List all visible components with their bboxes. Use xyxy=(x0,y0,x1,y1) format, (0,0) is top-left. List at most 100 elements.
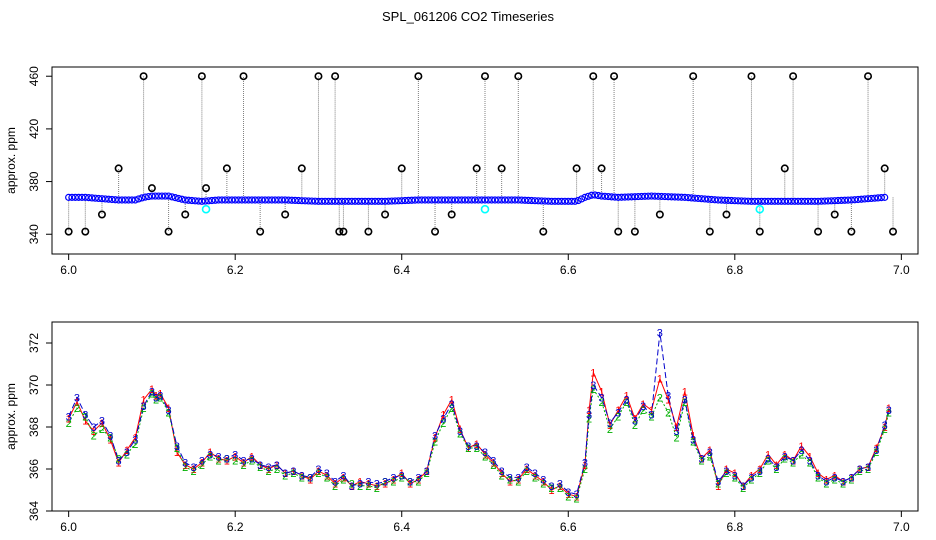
baseline-point xyxy=(847,196,855,204)
series-point-label: 2 xyxy=(782,454,788,466)
series-point-label: 3 xyxy=(582,458,588,470)
series-point-label: 1 xyxy=(124,445,130,457)
baseline-point xyxy=(241,196,249,204)
baseline-point xyxy=(75,193,83,201)
baseline-point xyxy=(841,196,849,204)
series-point-label: 3 xyxy=(715,477,721,489)
outlier-point xyxy=(480,72,489,81)
baseline-point xyxy=(541,197,549,205)
baseline-point xyxy=(65,193,73,201)
baseline-point xyxy=(281,196,289,204)
baseline-point xyxy=(567,197,576,205)
outlier-point xyxy=(847,227,856,236)
baseline-point xyxy=(671,193,679,201)
series-point-label: 3 xyxy=(91,422,97,434)
baseline-point xyxy=(418,196,426,204)
series-point-label: 3 xyxy=(382,477,388,489)
outlier-point xyxy=(722,210,731,219)
baseline-point xyxy=(394,197,402,205)
baseline-point xyxy=(78,193,86,201)
series-point-label: 2 xyxy=(340,475,346,487)
series-point-label: 3 xyxy=(249,454,255,466)
baseline-point xyxy=(421,196,429,204)
baseline-point xyxy=(797,197,806,205)
x-tick-label: 6.6 xyxy=(560,263,577,277)
baseline-point xyxy=(614,193,622,201)
outlier-point xyxy=(539,227,548,236)
baseline-point xyxy=(674,193,682,201)
series-point-label: 1 xyxy=(390,475,396,487)
series-point-label: 1 xyxy=(857,464,863,476)
outlier-point xyxy=(780,164,789,173)
baseline-point xyxy=(314,197,323,205)
series-point-label: 2 xyxy=(332,481,338,493)
series-point-label: 2 xyxy=(382,477,388,489)
series-point-label: 3 xyxy=(199,456,205,468)
series-point-label: 2 xyxy=(457,428,463,440)
baseline-point xyxy=(468,196,476,204)
series-point-label: 2 xyxy=(349,479,355,491)
baseline-point xyxy=(661,192,669,201)
baseline-point xyxy=(528,196,536,205)
baseline-point xyxy=(144,192,153,201)
baseline-point xyxy=(348,197,356,205)
series-point-label: 2 xyxy=(240,460,246,472)
series-point-label: 2 xyxy=(315,468,321,480)
series-point-label: 3 xyxy=(474,441,480,453)
series-point-label: 2 xyxy=(773,464,779,476)
baseline-point xyxy=(451,196,459,204)
series-point-label: 3 xyxy=(265,462,271,474)
series-point-label: 2 xyxy=(153,395,159,407)
series-point-label: 2 xyxy=(474,443,480,455)
series-point-label: 2 xyxy=(532,472,538,484)
outlier-point xyxy=(864,72,873,81)
baseline-point xyxy=(821,197,829,205)
series-point-label: 1 xyxy=(715,481,721,493)
baseline-point xyxy=(834,196,842,205)
baseline-point xyxy=(95,194,103,203)
series-point-label: 2 xyxy=(149,388,155,400)
baseline-point xyxy=(714,196,722,204)
baseline-point xyxy=(461,196,469,204)
series-point-label: 2 xyxy=(482,451,488,463)
baseline-point xyxy=(634,192,642,201)
series-point-label: 1 xyxy=(116,458,122,470)
series-point-label: 3 xyxy=(723,466,729,478)
series-point-label: 3 xyxy=(149,386,155,398)
series-point-label: 1 xyxy=(315,466,321,478)
series-point-label: 3 xyxy=(873,445,879,457)
series-point-label: 2 xyxy=(299,472,305,484)
series-point-label: 2 xyxy=(757,468,763,480)
baseline-point xyxy=(727,196,736,205)
baseline-point xyxy=(511,196,519,204)
series-point-label: 1 xyxy=(886,403,892,415)
baseline-point xyxy=(128,196,136,204)
baseline-point xyxy=(271,196,279,204)
series-point-label: 1 xyxy=(665,395,671,407)
baseline-point xyxy=(135,195,143,203)
baseline-point xyxy=(341,197,349,205)
series-point-label: 2 xyxy=(623,397,629,409)
series-point-label: 1 xyxy=(698,454,704,466)
baseline-point xyxy=(508,196,516,204)
bottom-panel: 6.0 6.2 6.4 6.6 6.8 7.0 364 366 368 370 372 approx.… xyxy=(4,321,919,534)
baseline-point xyxy=(551,197,559,205)
baseline-point xyxy=(221,196,229,204)
baseline-point xyxy=(384,197,393,205)
baseline-point xyxy=(734,197,742,205)
series-point-label: 2 xyxy=(524,466,530,478)
series-point-label: 3 xyxy=(332,477,338,489)
series-point-label: 2 xyxy=(157,393,163,405)
baseline-point xyxy=(684,194,692,202)
series-point-label: 2 xyxy=(490,460,496,472)
x-tick-label: 7.0 xyxy=(893,263,910,277)
series-point-label: 2 xyxy=(607,424,613,436)
series-point-label: 1 xyxy=(582,460,588,472)
baseline-point xyxy=(188,196,196,205)
series-point-label: 2 xyxy=(399,472,405,484)
series-point-label: 1 xyxy=(449,395,455,407)
series-point-label: 2 xyxy=(690,437,696,449)
series-point-label: 2 xyxy=(324,472,330,484)
series-line xyxy=(68,370,890,497)
series-point-label: 1 xyxy=(82,416,88,428)
